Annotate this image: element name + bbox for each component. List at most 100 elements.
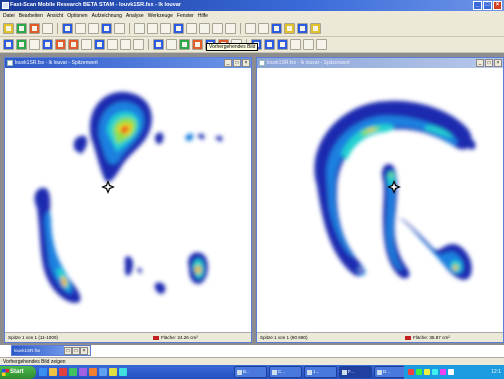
crosshair-cursor-icon <box>387 180 401 194</box>
fast-forward-icon[interactable] <box>212 23 223 34</box>
tray-icon[interactable] <box>416 369 422 375</box>
tray-icon[interactable] <box>432 369 438 375</box>
left-minimize-button[interactable]: _ <box>224 59 232 67</box>
print-icon[interactable] <box>75 23 86 34</box>
chart-icon[interactable] <box>284 23 295 34</box>
zoom-icon[interactable] <box>245 23 256 34</box>
first-frame-icon[interactable] <box>134 23 145 34</box>
single-view-icon[interactable] <box>303 39 314 50</box>
app-icon[interactable] <box>79 368 87 376</box>
menu-ansicht[interactable]: Ansicht <box>46 13 64 19</box>
window-icon[interactable] <box>101 23 112 34</box>
close-button[interactable]: × <box>493 1 502 10</box>
left-pressure-map[interactable] <box>5 68 251 322</box>
stop-icon[interactable] <box>173 23 184 34</box>
minimized-restore-button[interactable]: □ <box>64 346 72 355</box>
menu-analyse[interactable]: Analyse <box>125 13 144 19</box>
last-frame-icon[interactable] <box>225 23 236 34</box>
app-icon[interactable] <box>109 368 117 376</box>
view-3d-icon[interactable] <box>16 39 27 50</box>
peak-icon[interactable] <box>55 39 66 50</box>
task-button-active[interactable]: F... <box>339 366 372 378</box>
left-window-titlebar[interactable]: louvk1SR.fsx - lk louvar - Spitzenwert _… <box>5 58 251 68</box>
clock[interactable]: 12:1 <box>491 369 501 375</box>
record-icon[interactable] <box>29 23 40 34</box>
menu-fenster[interactable]: Fenster <box>176 13 194 19</box>
export-icon[interactable] <box>114 23 125 34</box>
minimized-maximize-button[interactable]: □ <box>72 346 80 355</box>
mask-icon[interactable] <box>120 39 131 50</box>
left-heatmap <box>34 91 223 303</box>
view-graph-icon[interactable] <box>29 39 40 50</box>
layout-icon[interactable] <box>153 39 164 50</box>
palette-icon[interactable] <box>166 39 177 50</box>
settings-icon[interactable] <box>42 23 53 34</box>
view-table-icon[interactable] <box>42 39 53 50</box>
area-icon[interactable] <box>94 39 105 50</box>
right-minimize-button[interactable]: _ <box>476 59 484 67</box>
right-pressure-map[interactable] <box>257 68 503 322</box>
maximize-button[interactable]: □ <box>483 1 492 10</box>
menu-hilfe[interactable]: Hilfe <box>197 13 208 19</box>
task-button[interactable]: C... <box>269 366 302 378</box>
media-icon[interactable] <box>59 368 67 376</box>
tray-icon[interactable] <box>448 369 454 375</box>
left-close-button[interactable]: × <box>242 59 250 67</box>
pressure-icon[interactable] <box>68 39 79 50</box>
left-maximize-button[interactable]: □ <box>233 59 241 67</box>
app-icon[interactable] <box>2 2 9 9</box>
previous-frame-icon[interactable] <box>160 23 171 34</box>
menu-datei[interactable]: Datei <box>3 13 15 19</box>
app-icon[interactable] <box>99 368 107 376</box>
left-pressure-window[interactable]: louvk1SR.fsx - lk louvar - Spitzenwert _… <box>4 57 252 343</box>
menu-optionen[interactable]: Optionen <box>67 13 88 19</box>
minimized-close-button[interactable]: × <box>80 346 88 355</box>
app-icon[interactable] <box>69 368 77 376</box>
split-icon[interactable] <box>277 39 288 50</box>
task-button[interactable]: 1... <box>304 366 337 378</box>
menu-aufzeichnung[interactable]: Aufzeichnung <box>91 13 122 19</box>
windows-taskbar: Start B... C... 1... F... D... 12:1 <box>0 365 504 379</box>
cop-icon[interactable] <box>107 39 118 50</box>
rewind-icon[interactable] <box>147 23 158 34</box>
toolbar-separator <box>129 23 130 34</box>
force-icon[interactable] <box>81 39 92 50</box>
minimized-window[interactable]: louvk1SR.fsx □ □ × <box>11 345 91 356</box>
overlay-icon[interactable] <box>290 39 301 50</box>
start-button[interactable]: Start <box>0 365 36 379</box>
save-icon[interactable] <box>62 23 73 34</box>
app-icon[interactable] <box>119 368 127 376</box>
scale-icon[interactable] <box>192 39 203 50</box>
system-tray: 12:1 <box>404 365 504 379</box>
copy-icon[interactable] <box>88 23 99 34</box>
right-maximize-button[interactable]: □ <box>485 59 493 67</box>
tile-icon[interactable] <box>179 39 190 50</box>
folder-icon[interactable] <box>49 368 57 376</box>
open-file-icon[interactable] <box>16 23 27 34</box>
right-window-titlebar[interactable]: louvk1SR.fsx - lk louvar - Spitzenwert _… <box>257 58 503 68</box>
tray-icon[interactable] <box>408 369 414 375</box>
report-icon[interactable] <box>297 23 308 34</box>
grid-icon[interactable] <box>258 23 269 34</box>
sync-icon[interactable] <box>264 39 275 50</box>
app-icon[interactable] <box>89 368 97 376</box>
toolbar-separator <box>148 39 149 50</box>
browser-icon[interactable] <box>39 368 47 376</box>
tray-icon[interactable] <box>440 369 446 375</box>
compare-icon[interactable] <box>133 39 144 50</box>
task-button[interactable]: B... <box>234 366 267 378</box>
right-close-button[interactable]: × <box>494 59 502 67</box>
menu-bearbeiten[interactable]: Bearbeiten <box>18 13 43 19</box>
help-icon[interactable] <box>310 23 321 34</box>
minimize-button[interactable]: _ <box>473 1 482 10</box>
menu-werkzeuge[interactable]: Werkzeuge <box>147 13 173 19</box>
tray-icon[interactable] <box>424 369 430 375</box>
play-icon[interactable] <box>186 23 197 34</box>
next-frame-icon[interactable] <box>199 23 210 34</box>
view-2d-icon[interactable] <box>3 39 14 50</box>
task-button[interactable]: D... <box>374 366 407 378</box>
right-pressure-window[interactable]: louvk1SR.fsx - lk louvar - Spitzenwert _… <box>256 57 504 343</box>
display-icon[interactable] <box>271 23 282 34</box>
new-file-icon[interactable] <box>3 23 14 34</box>
dual-view-icon[interactable] <box>316 39 327 50</box>
